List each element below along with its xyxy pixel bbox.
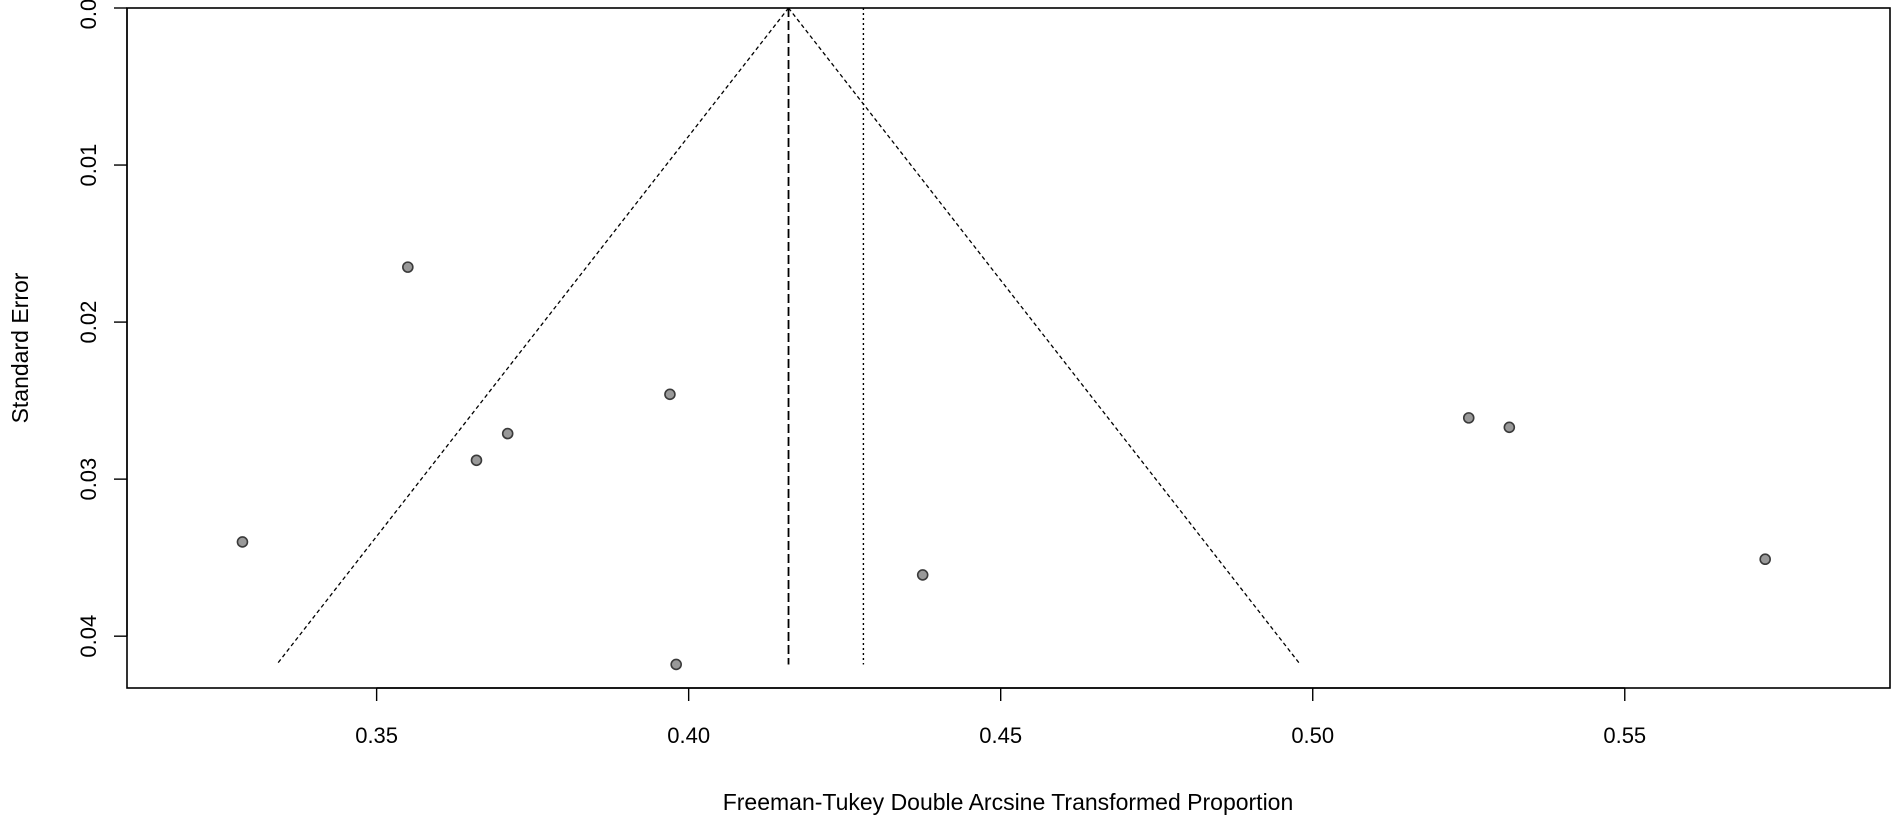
- x-tick-label: 0.35: [355, 723, 398, 748]
- study-point: [916, 569, 929, 581]
- funnel-right-line: [788, 7, 1301, 665]
- x-tick-label: 0.55: [1603, 723, 1646, 748]
- study-point: [236, 536, 249, 548]
- x-tick-label: 0.45: [979, 723, 1022, 748]
- funnel-lines: [276, 7, 1301, 665]
- y-tick-label: 0.02: [76, 301, 101, 344]
- study-point: [670, 658, 682, 671]
- study-point: [1759, 553, 1771, 566]
- y-tick-label: 0.03: [76, 458, 101, 501]
- y-tick-label: 0.01: [76, 144, 101, 187]
- x-tick-label: 0.50: [1291, 723, 1334, 748]
- plot-frame: [126, 7, 1891, 689]
- funnel-left-line: [276, 7, 790, 665]
- y-axis: 0.00 0.01 0.02 0.03 0.04: [76, 0, 128, 658]
- y-axis-title: Standard Error: [7, 272, 33, 423]
- study-point: [501, 427, 514, 440]
- y-tick-label: 0.04: [76, 615, 101, 658]
- study-points: [236, 261, 1771, 671]
- study-point: [1503, 421, 1516, 434]
- study-point: [664, 388, 676, 401]
- x-axis: 0.35 0.40 0.45 0.50 0.55: [355, 687, 1646, 748]
- x-tick-label: 0.40: [667, 723, 710, 748]
- study-point: [1462, 412, 1475, 424]
- study-point: [470, 454, 483, 467]
- x-axis-title: Freeman-Tukey Double Arcsine Transformed…: [723, 789, 1294, 815]
- study-point: [402, 261, 414, 273]
- y-tick-label: 0.00: [76, 0, 101, 29]
